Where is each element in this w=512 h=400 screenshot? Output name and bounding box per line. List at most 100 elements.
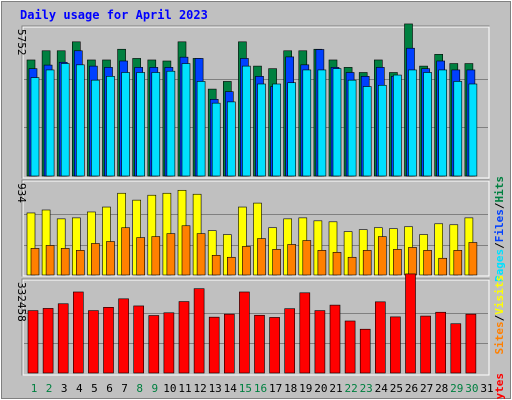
sites-bar [211,254,221,276]
sites-bar [287,244,297,276]
panel-hits-files-pages: 5752 Pages/Files/Hits [15,23,506,282]
sites-bar [362,250,372,276]
kbytes-bar [314,310,326,374]
kbytes-bar [27,310,39,374]
pages-bar [362,86,372,177]
x-tick-label: 8 [136,382,143,395]
pages-bar [453,81,463,177]
legend-text: Pages/Files/Hits [493,176,506,282]
panel-2-ymax-label: 934 [15,183,28,203]
x-tick-label: 26 [405,382,418,395]
pages-bar [45,69,55,177]
kbytes-bar [390,316,401,374]
panel-1-bars [26,23,478,177]
x-tick-label: 12 [193,382,206,395]
kbytes-bar [148,315,160,374]
panel-2-highlight [22,180,490,277]
sites-bar [317,250,327,276]
x-tick-label: 23 [360,382,373,395]
panel-2-legend: Sites/Visits [493,275,506,355]
kbytes-bar [88,310,99,374]
kbytes-bar [284,308,296,374]
kbytes-bar [420,315,431,374]
kbytes-bar [359,328,371,374]
kbytes-bar [435,311,447,374]
pages-bar [332,68,342,177]
kbytes-bar [193,288,205,374]
panel-sites-visits: 934 Sites/Visits [15,179,506,355]
chart-title: Daily usage for April 2023 [20,8,208,22]
pages-bar [136,72,145,177]
sites-bar [121,227,130,276]
sites-bar [136,237,145,276]
pages-bar [317,69,327,177]
sites-bar [408,247,417,276]
kbytes-bar [254,314,265,374]
legend-separator: / [493,242,506,249]
x-tick-label: 25 [390,382,403,395]
x-tick-label: 21 [329,382,342,395]
sites-bar [468,242,478,276]
kbytes-bar [450,323,462,374]
x-tick-label: 15 [239,382,252,395]
pages-bar [468,83,478,177]
kbytes-bar [103,307,114,374]
pages-bar [257,83,266,177]
pages-bar [106,76,115,177]
sites-bar [45,245,55,276]
pages-bar [196,81,206,177]
pages-bar [423,72,432,177]
legend-kbytes: KBytes [493,373,506,400]
kbytes-bar [405,273,416,374]
kbytes-bar [178,301,190,374]
x-tick-label: 13 [209,382,222,395]
x-tick-label: 3 [61,382,68,395]
kbytes-bar [269,317,280,374]
x-tick-label: 17 [269,382,282,395]
kbytes-bar [344,320,356,374]
sites-bar [393,249,402,276]
pages-bar [60,63,70,177]
x-tick-label: 24 [375,382,389,395]
sites-bar [242,246,251,276]
legend-text: KBytes [493,373,506,400]
x-tick-label: 18 [284,382,297,395]
pages-bar [181,63,191,177]
kbytes-bar [163,312,175,374]
pages-bar [91,79,100,177]
kbytes-bar [42,308,54,374]
x-tick-label: 30 [465,382,478,395]
panel-1-highlight [22,26,490,179]
pages-bar [377,84,387,177]
x-tick-label: 14 [224,382,238,395]
pages-bar [287,82,297,177]
kbytes-bar [239,291,250,374]
panel-2-bars [26,189,478,276]
pages-bar [242,65,251,177]
sites-bar [106,241,115,276]
kbytes-bar [465,313,477,374]
kbytes-bar [299,292,311,374]
x-tick-label: 1 [31,382,38,395]
pages-bar [438,69,448,177]
panel-kbytes: 332458 KBytes [15,273,506,400]
panel-3-ymax-label: 332458 [15,282,28,322]
sites-bar [227,256,236,276]
legend-separator: / [493,314,506,321]
pages-bar [151,72,161,177]
pages-bar [76,64,85,177]
pages-bar [227,101,236,177]
x-tick-label: 29 [450,382,463,395]
kbytes-bar [118,298,129,374]
pages-bar [347,79,357,177]
x-tick-label: 6 [106,382,113,395]
pages-bar [272,83,281,177]
x-tick-label: 20 [314,382,327,395]
sites-bar [91,243,100,276]
x-tick-label: 9 [151,382,158,395]
sites-bar [438,257,448,276]
legend-hits: Hits [493,176,506,203]
sites-bar [423,250,432,276]
x-tick-label: 11 [178,382,191,395]
